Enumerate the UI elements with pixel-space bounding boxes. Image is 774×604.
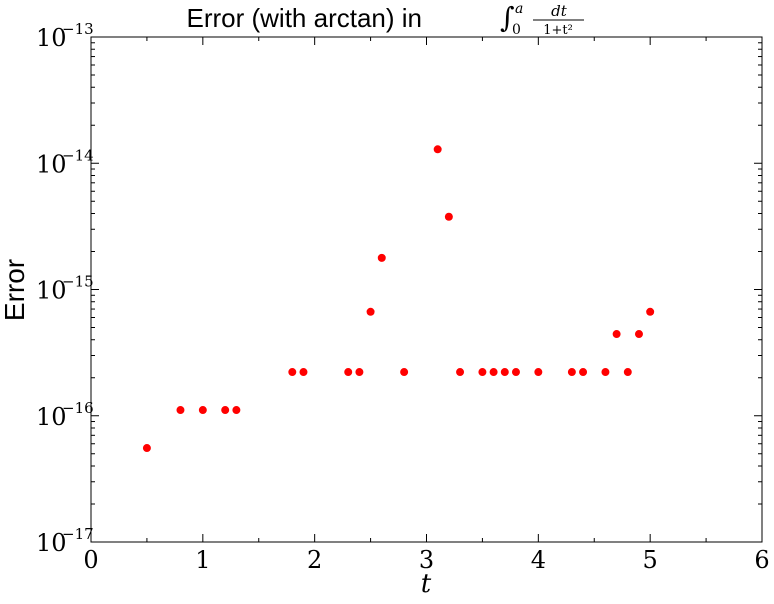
- x-tick-label: 3: [419, 546, 434, 574]
- axes-frame: [90, 36, 763, 543]
- data-point: [623, 368, 632, 377]
- data-point: [579, 368, 588, 377]
- data-point: [500, 368, 509, 377]
- y-axis-label: Error: [0, 259, 30, 321]
- data-point: [567, 368, 576, 377]
- y-tick-label-base: 10: [36, 150, 67, 178]
- data-point: [176, 406, 185, 415]
- data-point: [433, 145, 442, 154]
- y-tick-label-exponent: −17: [62, 525, 94, 543]
- y-tick-label-base: 10: [36, 529, 67, 557]
- y-tick-label-exponent: −14: [62, 146, 94, 164]
- data-point: [344, 368, 353, 377]
- y-tick-label: 10−13: [36, 20, 94, 52]
- y-tick-label-base: 10: [36, 277, 67, 305]
- y-tick-label: 10−15: [36, 273, 94, 305]
- x-tick-label: 0: [83, 546, 98, 574]
- title-integral-lower: 0: [512, 22, 521, 38]
- data-point: [400, 368, 409, 377]
- y-tick-label-exponent: −13: [62, 20, 94, 38]
- data-point: [142, 444, 151, 453]
- data-point: [232, 406, 241, 415]
- y-tick-label: 10−14: [36, 146, 94, 178]
- y-tick-label-exponent: −15: [62, 273, 94, 291]
- data-point: [221, 406, 230, 415]
- data-point: [646, 307, 655, 316]
- data-point: [444, 212, 453, 221]
- title-integral-upper: a: [515, 1, 523, 17]
- y-tick-label-exponent: −16: [62, 399, 94, 417]
- data-points: [142, 145, 655, 453]
- data-point: [601, 368, 610, 377]
- data-point: [478, 368, 487, 377]
- data-point: [198, 406, 207, 415]
- data-point: [634, 330, 643, 339]
- data-point: [456, 368, 465, 377]
- title-integral-sign: ∫: [500, 1, 515, 34]
- data-point: [355, 368, 364, 377]
- x-tick-label: 4: [531, 546, 546, 574]
- data-point: [534, 368, 543, 377]
- data-point: [511, 368, 520, 377]
- x-tick-labels: 0 1 2 3 4 5 6: [83, 546, 769, 574]
- data-point: [366, 307, 375, 316]
- axis-ticks: [90, 36, 763, 543]
- x-tick-label: 2: [307, 546, 322, 574]
- data-point: [377, 253, 386, 262]
- x-tick-label: 6: [754, 546, 769, 574]
- chart-title-text: Error (with arctan) in: [187, 3, 423, 33]
- y-tick-label-base: 10: [36, 24, 67, 52]
- x-tick-label: 1: [195, 546, 210, 574]
- data-point: [288, 368, 297, 377]
- data-point: [489, 368, 498, 377]
- title-fraction-numerator: dt: [551, 2, 568, 20]
- title-fraction-denominator: 1+t²: [543, 23, 573, 38]
- y-tick-label-base: 10: [36, 403, 67, 431]
- y-tick-label: 10−17: [36, 525, 94, 557]
- chart-title: Error (with arctan) in ∫ a 0 dt 1+t²: [187, 1, 584, 38]
- x-axis-label: t: [421, 569, 432, 599]
- data-point: [299, 368, 308, 377]
- data-point: [612, 330, 621, 339]
- x-tick-label: 5: [643, 546, 658, 574]
- y-tick-label: 10−16: [36, 399, 94, 431]
